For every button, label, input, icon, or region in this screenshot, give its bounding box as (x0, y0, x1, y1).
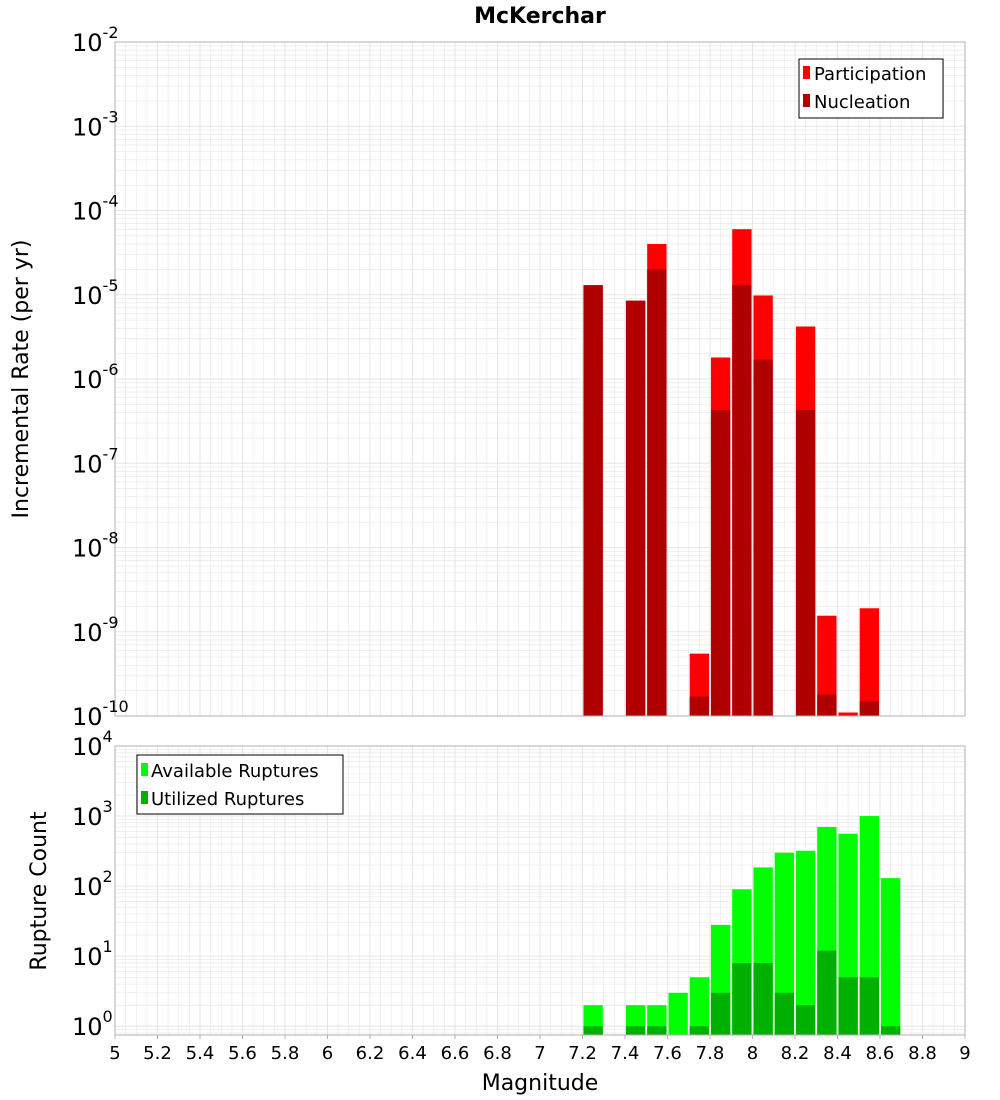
x-tick-label: 5.6 (228, 1043, 257, 1064)
chart-title: McKerchar (474, 4, 606, 29)
rate-y-tick-label: 10-3 (72, 107, 119, 141)
participation-bar (859, 608, 880, 716)
participation-bar (838, 712, 858, 716)
x-tick-label: 7.4 (611, 1043, 640, 1064)
rate-y-axis-label: Incremental Rate (per yr) (9, 240, 34, 519)
utilized-ruptures-bar (732, 962, 752, 1035)
rate-y-tick-label: 10-7 (72, 444, 119, 478)
rate-y-tick-label: 10-9 (72, 613, 119, 647)
count-y-tick-label: 103 (72, 797, 113, 831)
nucleation-bar (795, 409, 816, 716)
rate-legend: Participation Nucleation (798, 58, 944, 119)
x-tick-label: 7 (534, 1043, 545, 1064)
count-panel: 100 101 102 103 104 Rupture Count Available … (27, 727, 966, 1041)
legend-swatch-participation (803, 66, 810, 79)
rate-y-tick-label: 10-6 (72, 360, 119, 394)
utilized-ruptures-bar (838, 977, 858, 1035)
x-tick-label: 5.4 (186, 1043, 215, 1064)
rate-y-tick-label: 10-4 (72, 192, 119, 226)
available-ruptures-bar (880, 878, 901, 1035)
x-axis-label: Magnitude (482, 1071, 599, 1096)
count-y-tick-label: 101 (72, 937, 113, 971)
x-tick-label: 8 (747, 1043, 758, 1064)
legend-label-participation: Participation (814, 64, 926, 85)
count-y-tick-label: 102 (72, 867, 113, 901)
x-tick-label: 7.6 (653, 1043, 682, 1064)
utilized-ruptures-bar (625, 1026, 646, 1035)
nucleation-bar (817, 694, 837, 716)
nucleation-bar (753, 359, 773, 716)
x-tick-label: 6 (322, 1043, 333, 1064)
count-y-tick-label: 100 (72, 1007, 113, 1041)
count-y-tick-label: 104 (72, 727, 113, 761)
nucleation-bar (732, 285, 752, 716)
utilized-ruptures-bar (753, 962, 773, 1035)
utilized-ruptures-bar (647, 1026, 667, 1035)
x-tick-label: 5.8 (271, 1043, 300, 1064)
rate-y-tick-label: 10-2 (72, 23, 119, 57)
utilized-ruptures-bar (880, 1026, 901, 1035)
available-ruptures-bar (689, 977, 710, 1035)
rate-y-tick-label: 10-5 (72, 276, 119, 310)
rate-y-tick-label: 10-10 (72, 697, 129, 731)
legend-swatch-nucleation (803, 94, 810, 107)
count-bars (583, 816, 901, 1035)
x-tick-label: 9 (959, 1043, 970, 1064)
x-tick-label: 6.4 (398, 1043, 427, 1064)
nucleation-bar (625, 300, 646, 716)
x-tick-label: 8.2 (781, 1043, 810, 1064)
nucleation-bar (583, 285, 603, 716)
nucleation-bar (647, 269, 667, 716)
x-tick-label: 5 (109, 1043, 120, 1064)
legend-label-utilized: Utilized Ruptures (151, 789, 304, 810)
x-tick-label: 7.8 (696, 1043, 725, 1064)
x-tick-label: 6.6 (441, 1043, 470, 1064)
rate-y-tick-labels: 10-10 10-9 10-8 10-7 10-6 10-5 10-4 10-3 10-2 (72, 23, 129, 731)
rate-grid (114, 41, 966, 717)
x-tick-label: 6.8 (483, 1043, 512, 1064)
x-tick-label: 8.4 (823, 1043, 852, 1064)
legend-label-nucleation: Nucleation (814, 92, 910, 113)
count-y-tick-labels: 100 101 102 103 104 (72, 727, 113, 1041)
available-ruptures-bar (795, 850, 816, 1035)
legend-swatch-available (141, 763, 148, 776)
legend-label-available: Available Ruptures (151, 761, 319, 782)
rate-bars (583, 229, 880, 717)
utilized-ruptures-bar (689, 1026, 710, 1035)
utilized-ruptures-bar (859, 977, 880, 1035)
available-ruptures-bar (774, 852, 795, 1035)
rate-plot-frame (114, 41, 966, 717)
rate-y-tick-label: 10-8 (72, 529, 119, 563)
x-tick-label: 5.2 (143, 1043, 172, 1064)
x-tick-label: 7.2 (568, 1043, 597, 1064)
count-y-axis-label: Rupture Count (27, 811, 52, 971)
legend-swatch-utilized (141, 791, 148, 804)
count-legend-box (136, 754, 344, 815)
nucleation-bar (859, 701, 880, 716)
rate-panel: 10-10 10-9 10-8 10-7 10-6 10-5 10-4 10-3 10-2 In… (9, 23, 966, 731)
participation-bar (817, 615, 837, 716)
utilized-ruptures-bar (774, 992, 795, 1035)
x-tick-labels: 5 5.2 5.4 5.6 5.8 6 6.2 6.4 6.6 6.8 7 7.2 7.4 7.6 7.8 8… (109, 1035, 971, 1064)
x-tick-label: 6.2 (356, 1043, 385, 1064)
nucleation-bar (710, 409, 731, 716)
available-ruptures-bar (668, 992, 688, 1035)
x-tick-label: 8.6 (866, 1043, 895, 1064)
nucleation-bar (689, 696, 710, 716)
utilized-ruptures-bar (710, 992, 731, 1035)
utilized-ruptures-bar (817, 950, 837, 1035)
utilized-ruptures-bar (583, 1026, 603, 1035)
utilized-ruptures-bar (795, 1005, 816, 1035)
count-legend: Available Ruptures Utilized Ruptures (136, 754, 344, 815)
rate-legend-box (798, 58, 944, 119)
x-tick-label: 8.8 (908, 1043, 937, 1064)
